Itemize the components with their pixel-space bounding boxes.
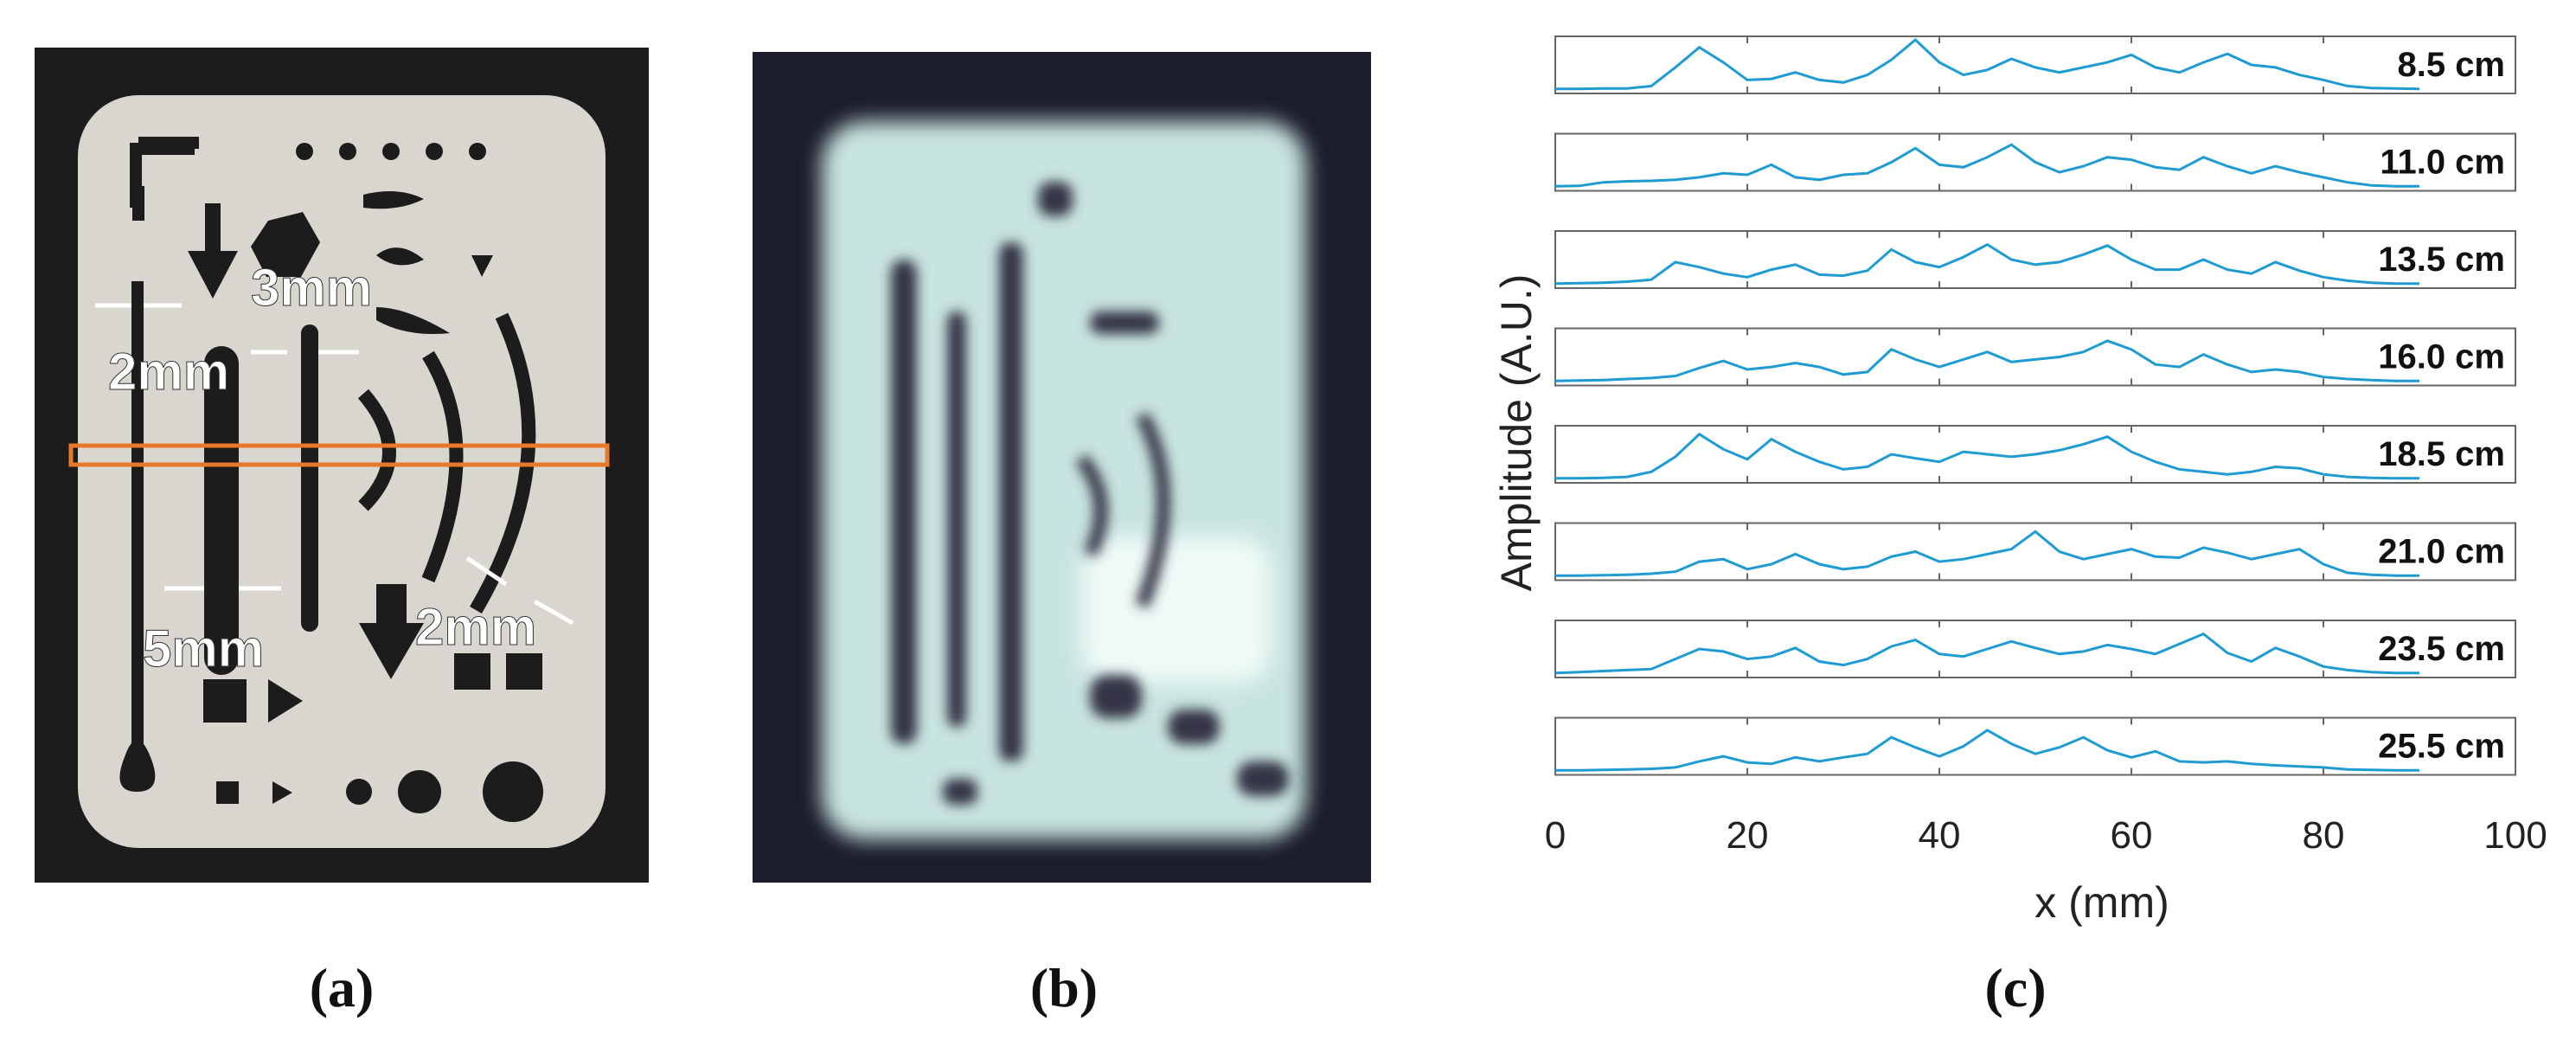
x-tick-label: 100 xyxy=(2483,814,2547,857)
profile-label: 11.0 cm xyxy=(2380,144,2505,182)
y-axis-label: Amplitude (A.U.) xyxy=(1492,274,1541,592)
caption-b: (b) xyxy=(1029,957,1099,1018)
profile-line xyxy=(1554,339,2419,382)
profile-line xyxy=(1555,530,2419,577)
profile-line xyxy=(1554,632,2419,675)
profile-box xyxy=(1554,327,2516,387)
profile-label: 21.0 cm xyxy=(2378,533,2505,571)
caption-c: (c) xyxy=(1984,957,2047,1018)
profile-box xyxy=(1554,620,2516,678)
profile-label: 18.5 cm xyxy=(2378,435,2505,473)
x-tick-label: 20 xyxy=(1727,814,1769,857)
x-tick-label: 60 xyxy=(2111,814,2153,857)
dimension-arrows xyxy=(95,303,574,626)
profile-box xyxy=(1554,716,2516,776)
line-profile-chart: 8.5 cm 11.0 cm 13.5 cm 16.0 cm 18.5 cm 21.0 c… xyxy=(1492,35,2547,927)
caption-a: (a) xyxy=(309,957,375,1018)
dimension-label-2mm-right: 2mm xyxy=(415,598,536,656)
profile-line xyxy=(1555,432,2419,480)
profile-label: 25.5 cm xyxy=(2378,728,2505,766)
x-axis-label: x (mm) xyxy=(2035,878,2169,927)
stencil-cutouts xyxy=(119,137,543,822)
dimension-label-3mm: 3mm xyxy=(251,259,372,317)
profile-line xyxy=(1554,143,2419,188)
x-tick-label: 80 xyxy=(2303,814,2345,857)
x-tick-label: 0 xyxy=(1545,814,1566,857)
plot-area: 8.5 cm 11.0 cm 13.5 cm 16.0 cm 18.5 cm 21.0 c… xyxy=(1554,35,2516,776)
x-tick-label: 40 xyxy=(1919,814,1961,857)
profile-line xyxy=(1555,729,2419,772)
target-reconstruction xyxy=(822,121,1306,839)
profile-line xyxy=(1555,37,2420,91)
x-axis: 0 20 40 60 80 100 xyxy=(1545,814,2547,857)
profile-label: 13.5 cm xyxy=(2378,241,2505,279)
profile-box xyxy=(1554,230,2516,289)
dimension-label-2mm-left: 2mm xyxy=(108,343,229,401)
profile-label: 8.5 cm xyxy=(2397,46,2505,84)
profile-box xyxy=(1554,35,2516,94)
stencil-photo: 2mm 3mm 5mm 2mm xyxy=(35,48,649,883)
reconstructed-image xyxy=(753,52,1371,883)
dimension-label-5mm: 5mm xyxy=(143,620,264,678)
profile-line xyxy=(1554,242,2419,286)
profile-label: 23.5 cm xyxy=(2378,630,2505,668)
line-profile-marker xyxy=(68,443,610,467)
profile-label: 16.0 cm xyxy=(2378,338,2505,376)
